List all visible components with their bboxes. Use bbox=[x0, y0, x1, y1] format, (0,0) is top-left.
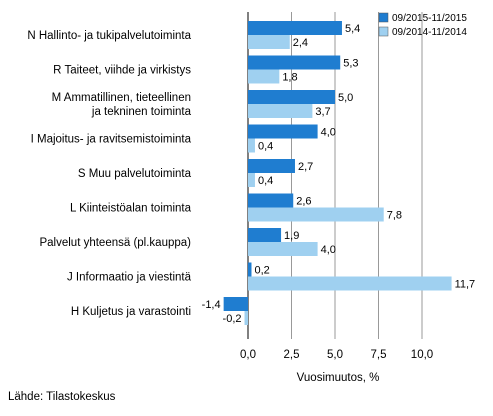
category-label: L Kiinteistöalan toiminta bbox=[70, 203, 192, 215]
x-tick-label: 10,0 bbox=[411, 349, 433, 361]
bar-series-1 bbox=[248, 55, 341, 70]
bar-series-2 bbox=[244, 311, 248, 325]
legend-label: 09/2015-11/2015 bbox=[392, 13, 467, 24]
category-label: Palvelut yhteensä (pl.kauppa) bbox=[39, 237, 191, 249]
legend-swatch-series-1 bbox=[378, 12, 389, 23]
x-tick-labels: 0,0 2,5 5,0 7,5 10,0 bbox=[240, 349, 433, 361]
bar-series-2 bbox=[248, 104, 313, 118]
bar-series-2 bbox=[248, 138, 255, 153]
data-label: 7,8 bbox=[387, 210, 402, 222]
data-label: 2,4 bbox=[293, 37, 308, 49]
x-tick-label: 0,0 bbox=[240, 349, 256, 361]
x-tick-label: 7,5 bbox=[371, 349, 387, 361]
legend-swatch-series-2 bbox=[378, 26, 389, 37]
data-label: 4,0 bbox=[321, 244, 336, 256]
bar-series-1 bbox=[248, 262, 252, 277]
bar-series-2 bbox=[248, 35, 290, 49]
data-label: 3,7 bbox=[315, 106, 330, 118]
category-label: S Muu palvelutoiminta bbox=[78, 168, 192, 180]
data-label: 1,9 bbox=[284, 230, 299, 242]
bars bbox=[223, 21, 452, 325]
data-label: -0,2 bbox=[223, 313, 242, 325]
category-label: I Majoitus- ja ravitsemistoiminta bbox=[31, 134, 192, 146]
bar-series-1 bbox=[248, 159, 295, 173]
data-label: 4,0 bbox=[321, 127, 336, 139]
value-labels: 5,4 2,4 5,3 1,8 5,0 3,7 4,0 0,4 2,7 0,4 2,6 7,8 1,9 4… bbox=[202, 23, 476, 325]
data-label: -1,4 bbox=[202, 299, 221, 311]
category-label: ja tekninen toiminta bbox=[91, 106, 192, 118]
bar-series-1 bbox=[248, 193, 294, 208]
category-label: H Kuljetus ja varastointi bbox=[71, 306, 191, 318]
bar-series-1 bbox=[248, 228, 282, 242]
bar-series-2 bbox=[248, 173, 255, 187]
x-axis-title: Vuosimuutos, % bbox=[297, 372, 380, 384]
data-label: 2,7 bbox=[298, 161, 313, 173]
data-label: 2,6 bbox=[296, 196, 311, 208]
bar-series-2 bbox=[248, 207, 384, 222]
x-tick-label: 2,5 bbox=[284, 349, 300, 361]
data-label: 5,3 bbox=[343, 58, 358, 70]
bar-series-2 bbox=[248, 242, 318, 256]
legend-label: 09/2014-11/2014 bbox=[392, 27, 467, 38]
x-tick-label: 5,0 bbox=[327, 349, 343, 361]
category-label: R Taiteet, viihde ja virkistys bbox=[53, 65, 191, 77]
data-label: 0,4 bbox=[258, 141, 273, 153]
category-label: M Ammatillinen, tieteellinen bbox=[52, 92, 191, 104]
legend: 09/2015-11/2015 09/2014-11/2014 bbox=[378, 12, 467, 38]
data-label: 0,2 bbox=[254, 265, 269, 277]
bar-series-2 bbox=[248, 276, 452, 291]
data-label: 5,4 bbox=[345, 23, 360, 35]
category-label: J Informaatio ja viestintä bbox=[67, 272, 192, 284]
bar-series-1 bbox=[248, 90, 335, 104]
category-labels: N Hallinto- ja tukipalvelutoiminta R Tait… bbox=[27, 30, 191, 318]
data-label: 5,0 bbox=[338, 92, 353, 104]
bar-series-1 bbox=[248, 124, 318, 139]
bar-series-1 bbox=[223, 297, 248, 311]
data-label: 11,7 bbox=[455, 279, 476, 291]
bar-series-1 bbox=[248, 21, 342, 35]
data-label: 0,4 bbox=[258, 175, 273, 187]
category-label: N Hallinto- ja tukipalvelutoiminta bbox=[27, 30, 191, 42]
source-note: Lähde: Tilastokeskus bbox=[8, 391, 116, 403]
data-label: 1,8 bbox=[282, 72, 297, 84]
bar-series-2 bbox=[248, 69, 280, 84]
